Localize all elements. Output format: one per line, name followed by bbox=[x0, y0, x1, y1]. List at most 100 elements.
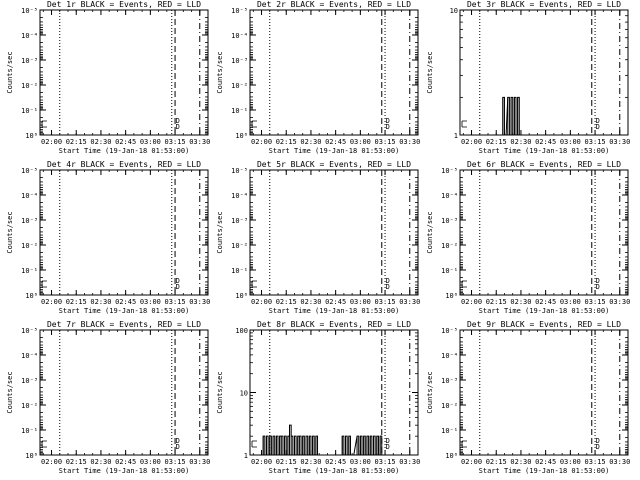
chart-title: Det 2r BLACK = Events, RED = LLD bbox=[257, 0, 411, 9]
y-tick-label: 10⁻³ bbox=[441, 217, 458, 225]
x-tick-label: 02:15 bbox=[66, 138, 87, 146]
marker-annotation: D bbox=[596, 117, 600, 125]
y-tick-label: 10⁰ bbox=[445, 452, 458, 460]
x-tick-label: 02:45 bbox=[325, 138, 346, 146]
x-tick-label: 02:45 bbox=[115, 298, 136, 306]
baseline-bracket-icon bbox=[461, 120, 467, 128]
chart-panel-9: Det 9r BLACK = Events, RED = LLD 10⁰ 10⁻¹ 1… bbox=[426, 320, 630, 475]
x-tick-label: 02:45 bbox=[115, 138, 136, 146]
x-tick-label: 02:00 bbox=[461, 138, 482, 146]
y-tick-label: 10⁻¹ bbox=[231, 267, 248, 275]
x-tick-label: 03:00 bbox=[140, 458, 161, 466]
marker-annotation: D bbox=[596, 277, 600, 285]
x-tick-label: 02:30 bbox=[510, 138, 531, 146]
x-tick-label: 02:15 bbox=[486, 458, 507, 466]
x-tick-label: 02:30 bbox=[90, 458, 111, 466]
y-tick-label: 10⁰ bbox=[445, 292, 458, 300]
x-tick-label: 03:00 bbox=[350, 138, 371, 146]
chart-panel-4: Det 4r BLACK = Events, RED = LLD 10⁰ 10⁻¹ 1… bbox=[6, 160, 210, 315]
y-tick-label: 10 bbox=[240, 390, 248, 398]
y-tick-label: 10⁻³ bbox=[21, 377, 38, 385]
marker-annotation: D bbox=[596, 437, 600, 445]
chart-title: Det 8r BLACK = Events, RED = LLD bbox=[257, 320, 411, 329]
x-axis-label: Start Time (19-Jan-18 01:53:00) bbox=[479, 467, 610, 475]
marker-annotation: D bbox=[386, 123, 390, 131]
x-tick-label: 02:00 bbox=[461, 298, 482, 306]
y-tick-label: 10⁻³ bbox=[441, 377, 458, 385]
x-tick-label: 02:15 bbox=[276, 298, 297, 306]
plot-frame bbox=[459, 9, 629, 136]
y-tick-label: 10⁻⁵ bbox=[441, 327, 458, 335]
y-tick-label: 10⁻³ bbox=[231, 57, 248, 65]
marker-annotation: D bbox=[386, 443, 390, 451]
chart-title: Det 5r BLACK = Events, RED = LLD bbox=[257, 160, 411, 169]
x-tick-label: 02:00 bbox=[41, 298, 62, 306]
y-tick-label: 10⁻⁵ bbox=[231, 167, 248, 175]
baseline-bracket-icon bbox=[251, 440, 257, 448]
x-axis-label: Start Time (19-Jan-18 01:53:00) bbox=[59, 147, 190, 155]
y-tick-label: 10⁰ bbox=[25, 292, 38, 300]
x-tick-label: 03:30 bbox=[189, 138, 210, 146]
marker-annotation: D bbox=[386, 283, 390, 291]
y-tick-label: 10⁻⁴ bbox=[231, 32, 248, 40]
y-tick-label: 10⁻² bbox=[21, 242, 38, 250]
y-tick-label: 10⁻⁵ bbox=[441, 167, 458, 175]
x-tick-label: 03:00 bbox=[140, 298, 161, 306]
marker-annotation: D bbox=[176, 443, 180, 451]
marker-annotation: D bbox=[386, 437, 390, 445]
y-axis-label: Counts/sec bbox=[426, 51, 434, 93]
x-axis-label: Start Time (19-Jan-18 01:53:00) bbox=[479, 307, 610, 315]
x-tick-label: 03:15 bbox=[375, 458, 396, 466]
x-tick-label: 02:30 bbox=[300, 298, 321, 306]
y-axis-label: Counts/sec bbox=[216, 371, 224, 413]
x-tick-label: 02:30 bbox=[300, 138, 321, 146]
x-tick-label: 02:45 bbox=[325, 298, 346, 306]
chart-title: Det 7r BLACK = Events, RED = LLD bbox=[47, 320, 201, 329]
marker-annotation: D bbox=[386, 277, 390, 285]
chart-title: Det 4r BLACK = Events, RED = LLD bbox=[47, 160, 201, 169]
y-tick-label: 10⁻³ bbox=[231, 217, 248, 225]
y-axis-label: Counts/sec bbox=[216, 51, 224, 93]
x-tick-label: 02:15 bbox=[66, 298, 87, 306]
y-tick-label: 10⁻¹ bbox=[21, 267, 38, 275]
x-tick-label: 02:45 bbox=[535, 138, 556, 146]
x-tick-label: 03:00 bbox=[140, 138, 161, 146]
y-tick-label: 10⁻⁴ bbox=[21, 352, 38, 360]
baseline-bracket-icon bbox=[41, 120, 47, 128]
x-tick-label: 02:00 bbox=[41, 138, 62, 146]
baseline-bracket-icon bbox=[41, 440, 47, 448]
x-tick-label: 03:00 bbox=[560, 138, 581, 146]
y-tick-label: 10⁻⁴ bbox=[441, 352, 458, 360]
y-tick-label: 10⁻² bbox=[441, 402, 458, 410]
x-tick-label: 03:30 bbox=[609, 458, 630, 466]
y-tick-label: 1 bbox=[244, 452, 248, 460]
y-tick-label: 10⁻⁵ bbox=[21, 327, 38, 335]
x-tick-label: 03:15 bbox=[165, 458, 186, 466]
y-tick-label: 10⁻⁴ bbox=[21, 192, 38, 200]
y-tick-label: 10⁻⁴ bbox=[441, 192, 458, 200]
marker-annotation: D bbox=[176, 283, 180, 291]
y-tick-label: 10⁻¹ bbox=[21, 107, 38, 115]
chart-panel-5: Det 5r BLACK = Events, RED = LLD 10⁰ 10⁻¹ 1… bbox=[216, 160, 420, 315]
baseline-bracket-icon bbox=[461, 280, 467, 288]
chart-panel-1: Det 1r BLACK = Events, RED = LLD 10⁰ 10⁻¹ 1… bbox=[6, 0, 210, 155]
x-tick-label: 03:30 bbox=[609, 138, 630, 146]
y-tick-label: 10⁻¹ bbox=[441, 427, 458, 435]
y-tick-label: 10⁻⁴ bbox=[231, 192, 248, 200]
x-tick-label: 02:00 bbox=[41, 458, 62, 466]
y-tick-label: 10⁻⁵ bbox=[21, 167, 38, 175]
x-tick-label: 03:15 bbox=[375, 138, 396, 146]
y-tick-label: 10⁰ bbox=[235, 132, 248, 140]
x-tick-label: 02:15 bbox=[486, 138, 507, 146]
x-tick-label: 03:30 bbox=[189, 298, 210, 306]
marker-annotation: D bbox=[596, 123, 600, 131]
chart-title: Det 6r BLACK = Events, RED = LLD bbox=[467, 160, 621, 169]
x-tick-label: 03:00 bbox=[350, 298, 371, 306]
x-tick-label: 03:30 bbox=[609, 298, 630, 306]
y-tick-label: 10⁻⁵ bbox=[21, 7, 38, 15]
baseline-bracket-icon bbox=[251, 280, 257, 288]
y-axis-label: Counts/sec bbox=[426, 211, 434, 253]
x-tick-label: 02:30 bbox=[300, 458, 321, 466]
y-tick-label: 1 bbox=[454, 132, 458, 140]
